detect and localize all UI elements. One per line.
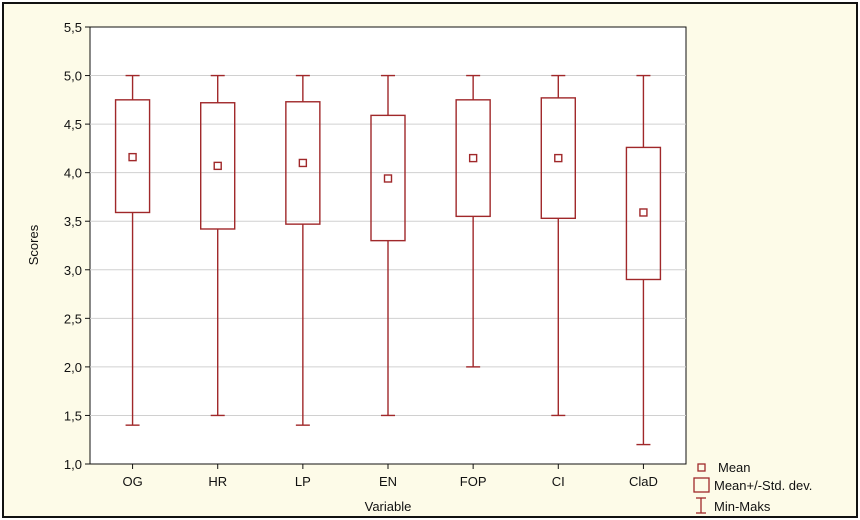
box-hr [200, 74, 236, 417]
std-box [285, 101, 321, 225]
y-tick-label: 3,5 [64, 214, 82, 229]
y-tick-label: 5,5 [64, 20, 82, 35]
box-fop [455, 74, 491, 368]
y-tick-label: 5,0 [64, 69, 82, 84]
x-axis-ticks: OG HR LP EN FOP CI ClaD [122, 464, 658, 489]
y-tick-label: 3,0 [64, 263, 82, 278]
std-box [370, 114, 406, 242]
mean-marker [554, 153, 563, 163]
legend-minmax-label: Min-Maks [714, 499, 771, 514]
legend-whisker-marker [696, 497, 706, 514]
std-box [114, 99, 151, 214]
x-tick-label: LP [295, 474, 311, 489]
y-axis-ticks: 1,0 1,5 2,0 2,5 3,0 3,5 4,0 4,5 5,0 5,5 [64, 20, 90, 472]
y-tick-label: 1,0 [64, 457, 82, 472]
y-tick-label: 1,5 [64, 408, 82, 423]
box-clad [625, 74, 662, 446]
y-tick-label: 4,5 [64, 117, 82, 132]
y-tick-label: 2,0 [64, 360, 82, 375]
y-tick-label: 4,0 [64, 166, 82, 181]
std-box [625, 146, 662, 281]
mean-marker [298, 158, 308, 168]
legend-mean-marker [697, 463, 706, 472]
x-tick-label: FOP [460, 474, 487, 489]
mean-marker [128, 152, 137, 162]
box-ci [540, 74, 576, 417]
box-og [114, 74, 151, 426]
std-box [540, 97, 576, 220]
x-tick-label: EN [379, 474, 397, 489]
x-tick-label: OG [122, 474, 142, 489]
box-marks [114, 74, 662, 446]
std-box [200, 102, 236, 230]
x-tick-label: ClaD [629, 474, 658, 489]
x-tick-label: HR [208, 474, 227, 489]
mean-marker [213, 161, 222, 171]
legend-box-marker [693, 477, 710, 493]
y-tick-label: 2,5 [64, 311, 82, 326]
legend: Mean Mean+/-Std. dev. Min-Maks [693, 460, 812, 514]
y-axis-label: Scores [26, 224, 41, 265]
box-en [370, 74, 406, 417]
x-axis-label: Variable [365, 499, 412, 514]
x-tick-label: CI [552, 474, 565, 489]
mean-marker [639, 208, 648, 217]
std-box [455, 99, 491, 218]
legend-mean-label: Mean [718, 460, 751, 475]
mean-marker [468, 153, 478, 163]
legend-std-label: Mean+/-Std. dev. [714, 478, 812, 493]
box-lp [285, 74, 321, 426]
mean-marker [383, 174, 393, 183]
